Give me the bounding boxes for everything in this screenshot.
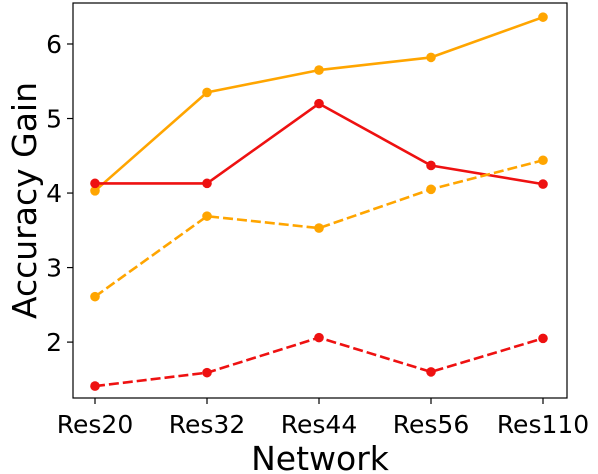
data-point <box>202 367 212 378</box>
y-tick-label: 2 <box>46 328 62 357</box>
x-tick-label: Res56 <box>393 410 469 439</box>
data-point <box>314 98 324 109</box>
y-tick-label: 4 <box>46 179 62 208</box>
data-point <box>314 65 324 75</box>
x-tick-label: Res20 <box>57 410 133 439</box>
data-point <box>538 155 548 166</box>
y-axis: 2 3 4 5 6 <box>46 30 73 357</box>
series-0 <box>90 12 548 196</box>
x-axis-label: Network <box>251 439 390 474</box>
series-2 <box>90 155 548 302</box>
data-point <box>538 12 548 22</box>
x-tick-label: Res44 <box>281 410 357 439</box>
data-point <box>426 184 436 195</box>
series-3 <box>90 332 548 391</box>
data-point <box>426 160 436 171</box>
data-point <box>90 178 100 189</box>
data-point <box>90 291 100 302</box>
series-line <box>94 159 544 298</box>
y-tick-label: 5 <box>46 105 62 134</box>
data-point <box>314 223 324 233</box>
data-point <box>314 332 324 343</box>
data-point <box>426 367 436 377</box>
x-tick-label: Res110 <box>497 410 589 439</box>
data-point <box>538 179 548 189</box>
y-tick-label: 3 <box>46 254 62 283</box>
series-line <box>94 336 544 388</box>
plot-content <box>90 12 548 391</box>
x-tick-label: Res32 <box>169 410 245 439</box>
data-point <box>202 178 212 189</box>
series-line <box>95 102 544 186</box>
data-point <box>90 381 100 391</box>
data-point <box>426 52 436 63</box>
data-point <box>202 211 212 221</box>
y-tick-label: 6 <box>46 30 62 59</box>
y-axis-label: Accuracy Gain <box>5 82 44 319</box>
series-1 <box>90 98 548 189</box>
data-point <box>538 333 548 344</box>
x-axis: Res20 Res32 Res44 Res56 Res110 <box>57 398 589 439</box>
data-point <box>90 186 100 196</box>
plot-frame <box>72 2 568 399</box>
data-point <box>202 87 212 98</box>
